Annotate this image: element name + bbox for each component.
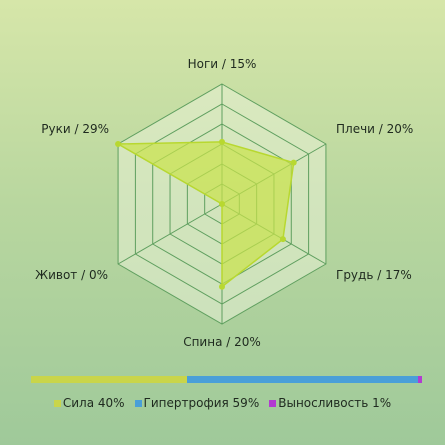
- bar-segment-endurance: [418, 376, 422, 383]
- legend-swatch-hypertrophy: [134, 399, 142, 407]
- bar-segment-hypertrophy: [187, 376, 419, 383]
- legend-swatch-endurance: [269, 399, 277, 407]
- legend-item-endurance: Выносливость 1%: [269, 396, 391, 410]
- radar-point-0: [219, 138, 225, 145]
- axis-label-chest: Грудь / 17%: [336, 268, 412, 282]
- radar-spoke: [117, 203, 223, 265]
- radar-point-3: [219, 283, 225, 290]
- legend: Сила 40% Гипертрофия 59% Выносливость 1%: [0, 396, 445, 410]
- radar-point-5: [115, 141, 122, 147]
- axis-label-arms: Руки / 29%: [41, 122, 109, 136]
- legend-label-strength: Сила 40%: [62, 396, 125, 410]
- radar-point-1: [290, 159, 297, 166]
- axis-label-abs: Живот / 0%: [35, 268, 108, 282]
- radar-point-4: [219, 201, 225, 207]
- axis-label-shoulders: Плечи / 20%: [336, 122, 414, 136]
- axis-label-back: Спина / 20%: [183, 335, 261, 349]
- training-type-bar: [31, 376, 422, 383]
- radar-point-2: [279, 236, 286, 243]
- legend-item-hypertrophy: Гипертрофия 59%: [134, 396, 260, 410]
- axis-label-legs: Ноги / 15%: [187, 57, 257, 71]
- legend-label-endurance: Выносливость 1%: [278, 396, 392, 410]
- bar-segment-strength: [31, 376, 188, 383]
- legend-swatch-strength: [53, 399, 61, 407]
- legend-item-strength: Сила 40%: [53, 396, 125, 410]
- legend-label-hypertrophy: Гипертрофия 59%: [143, 396, 260, 410]
